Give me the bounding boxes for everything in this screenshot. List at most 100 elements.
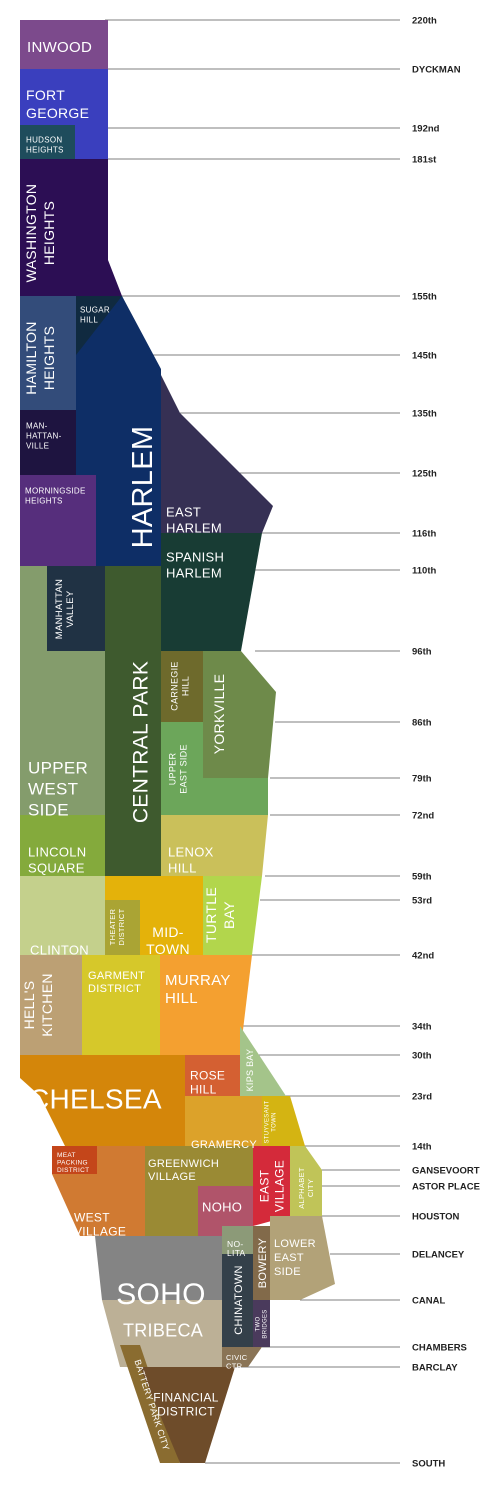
label-lincoln-square-line: SQUARE xyxy=(28,860,85,875)
area-two-bridges[interactable] xyxy=(253,1300,270,1347)
area-rose-hill[interactable] xyxy=(185,1055,240,1096)
label-yorkville-line: YORKVILLE xyxy=(211,674,227,755)
label-manhattanville-line: VILLE xyxy=(26,441,49,450)
label-stuyvesant-town: STUYVESANTTOWN xyxy=(265,1100,278,1143)
label-upper-west-side: UPPER WEST SIDE xyxy=(28,759,88,820)
street-label-23rd: 23rd xyxy=(412,1092,432,1103)
street-label-72nd: 72nd xyxy=(412,811,434,822)
label-turtle-bay: TURTLE BAY xyxy=(203,887,237,943)
area-gramercy[interactable] xyxy=(185,1096,262,1146)
area-clinton[interactable] xyxy=(20,876,105,955)
label-yorkville: YORKVILLE xyxy=(211,674,227,755)
area-east-village[interactable] xyxy=(253,1146,290,1226)
area-carnegie-hill[interactable] xyxy=(161,651,203,722)
area-upper-west-side[interactable] xyxy=(20,566,105,815)
label-lower-east-side-line: LOWER xyxy=(274,1238,316,1250)
label-chinatown: CHINATOWN xyxy=(233,1265,245,1335)
label-murray-hill-line: MURRAY xyxy=(165,972,231,989)
area-soho[interactable] xyxy=(95,1236,222,1300)
area-morningside-heights[interactable] xyxy=(20,475,96,566)
area-battery-park-city[interactable] xyxy=(120,1345,180,1463)
label-meatpacking-district-line: PACKING xyxy=(57,1160,88,1167)
label-rose-hill: ROSE HILL xyxy=(190,1069,225,1097)
label-nolita: NO-LITA xyxy=(227,1239,246,1258)
label-spanish-harlem: SPANISH HARLEM xyxy=(166,549,224,580)
label-bowery: BOWERY xyxy=(257,1237,269,1288)
area-chelsea[interactable] xyxy=(20,1055,185,1146)
label-hells-kitchen: HELL'S KITCHEN xyxy=(21,973,55,1037)
label-two-bridges-line: TWO xyxy=(256,1317,262,1332)
label-morningside-heights-line: HEIGHTS xyxy=(25,496,63,505)
label-tribeca-line: TRIBECA xyxy=(123,1320,203,1340)
label-kips-bay: KIPS BAY xyxy=(245,1049,255,1092)
area-manhattan-valley[interactable] xyxy=(47,566,105,651)
label-garment-district: GARMENT DISTRICT xyxy=(88,970,145,995)
label-stuyvesant-town-line: STUYVESANT xyxy=(265,1100,271,1143)
area-nolita[interactable] xyxy=(222,1226,253,1254)
area-hells-kitchen[interactable] xyxy=(20,955,82,1055)
label-hells-kitchen-line: HELL'S xyxy=(21,981,37,1030)
label-clinton: CLINTON xyxy=(30,942,89,957)
area-chinatown[interactable] xyxy=(222,1254,253,1347)
area-murray-hill[interactable] xyxy=(160,955,252,1055)
area-greenwich-village[interactable] xyxy=(145,1146,253,1236)
street-label-barclay: BARCLAY xyxy=(412,1363,458,1374)
label-west-village-line: VILLAGE xyxy=(74,1225,126,1239)
label-sugar-hill-line: SUGAR xyxy=(80,305,110,314)
area-kips-bay[interactable] xyxy=(240,1026,286,1096)
area-harlem[interactable] xyxy=(76,296,161,566)
label-murray-hill: MURRAY HILL xyxy=(165,972,231,1007)
area-inwood[interactable] xyxy=(20,20,108,69)
label-gramercy: GRAMERCY xyxy=(191,1139,257,1151)
label-west-village: WEST VILLAGE xyxy=(74,1211,126,1239)
street-label-116th: 116th xyxy=(412,529,436,540)
area-lower-east-side[interactable] xyxy=(270,1216,335,1300)
area-midtown[interactable] xyxy=(105,876,203,955)
area-noho[interactable] xyxy=(198,1186,253,1236)
label-upper-west-side-line: SIDE xyxy=(28,801,69,820)
label-spanish-harlem-line: SPANISH xyxy=(166,549,224,564)
area-civic-center[interactable] xyxy=(222,1347,262,1367)
area-west-village[interactable] xyxy=(52,1146,145,1236)
label-carnegie-hill-line: CARNEGIE xyxy=(170,661,180,710)
area-stuyvesant-town[interactable] xyxy=(262,1096,305,1146)
area-central-park[interactable] xyxy=(105,566,161,876)
area-hudson-heights[interactable] xyxy=(20,125,75,159)
street-label-34th: 34th xyxy=(412,1022,432,1033)
label-lenox-hill-line: LENOX xyxy=(168,844,214,859)
label-lower-east-side-line: EAST xyxy=(274,1252,304,1264)
label-harlem-line: HARLEM xyxy=(127,426,159,549)
label-turtle-bay-line: TURTLE xyxy=(203,887,219,943)
area-financial-district[interactable] xyxy=(140,1367,235,1463)
area-east-harlem[interactable] xyxy=(161,375,273,533)
area-theater-district[interactable] xyxy=(105,900,140,955)
area-meatpacking-district[interactable] xyxy=(52,1146,97,1174)
area-alphabet-city[interactable] xyxy=(290,1146,322,1216)
label-central-park-line: CENTRAL PARK xyxy=(129,661,152,823)
label-upper-east-side-line: UPPER xyxy=(168,753,178,786)
street-label-192nd: 192nd xyxy=(412,124,440,135)
label-civic-center: CIVIC CTR xyxy=(226,1353,248,1371)
area-washington-heights[interactable] xyxy=(20,159,122,296)
area-manhattanville[interactable] xyxy=(20,410,76,475)
area-lincoln-square[interactable] xyxy=(20,815,105,876)
label-gramercy-line: GRAMERCY xyxy=(191,1139,257,1151)
area-turtle-bay[interactable] xyxy=(203,876,262,955)
area-garment-district[interactable] xyxy=(82,955,160,1055)
label-lower-east-side: LOWER EAST SIDE xyxy=(274,1238,316,1278)
label-west-village-line: WEST xyxy=(74,1211,110,1225)
area-spanish-harlem[interactable] xyxy=(161,533,262,651)
street-label-145th: 145th xyxy=(412,351,437,362)
label-midtown-line: TOWN xyxy=(146,941,190,957)
label-hamilton-heights-line: HEIGHTS xyxy=(41,326,57,390)
label-alphabet-city-line: ALPHABET xyxy=(297,1167,306,1209)
label-garment-district-line: GARMENT xyxy=(88,970,145,982)
area-hamilton-heights[interactable] xyxy=(20,296,76,410)
area-lenox-hill[interactable] xyxy=(161,815,268,876)
street-label-110th: 110th xyxy=(412,566,436,577)
label-bowery-line: BOWERY xyxy=(257,1237,269,1288)
area-upper-east-side[interactable] xyxy=(161,722,268,815)
area-bowery[interactable] xyxy=(253,1226,270,1300)
label-greenwich-village-line: VILLAGE xyxy=(148,1171,196,1183)
area-yorkville[interactable] xyxy=(203,651,276,778)
